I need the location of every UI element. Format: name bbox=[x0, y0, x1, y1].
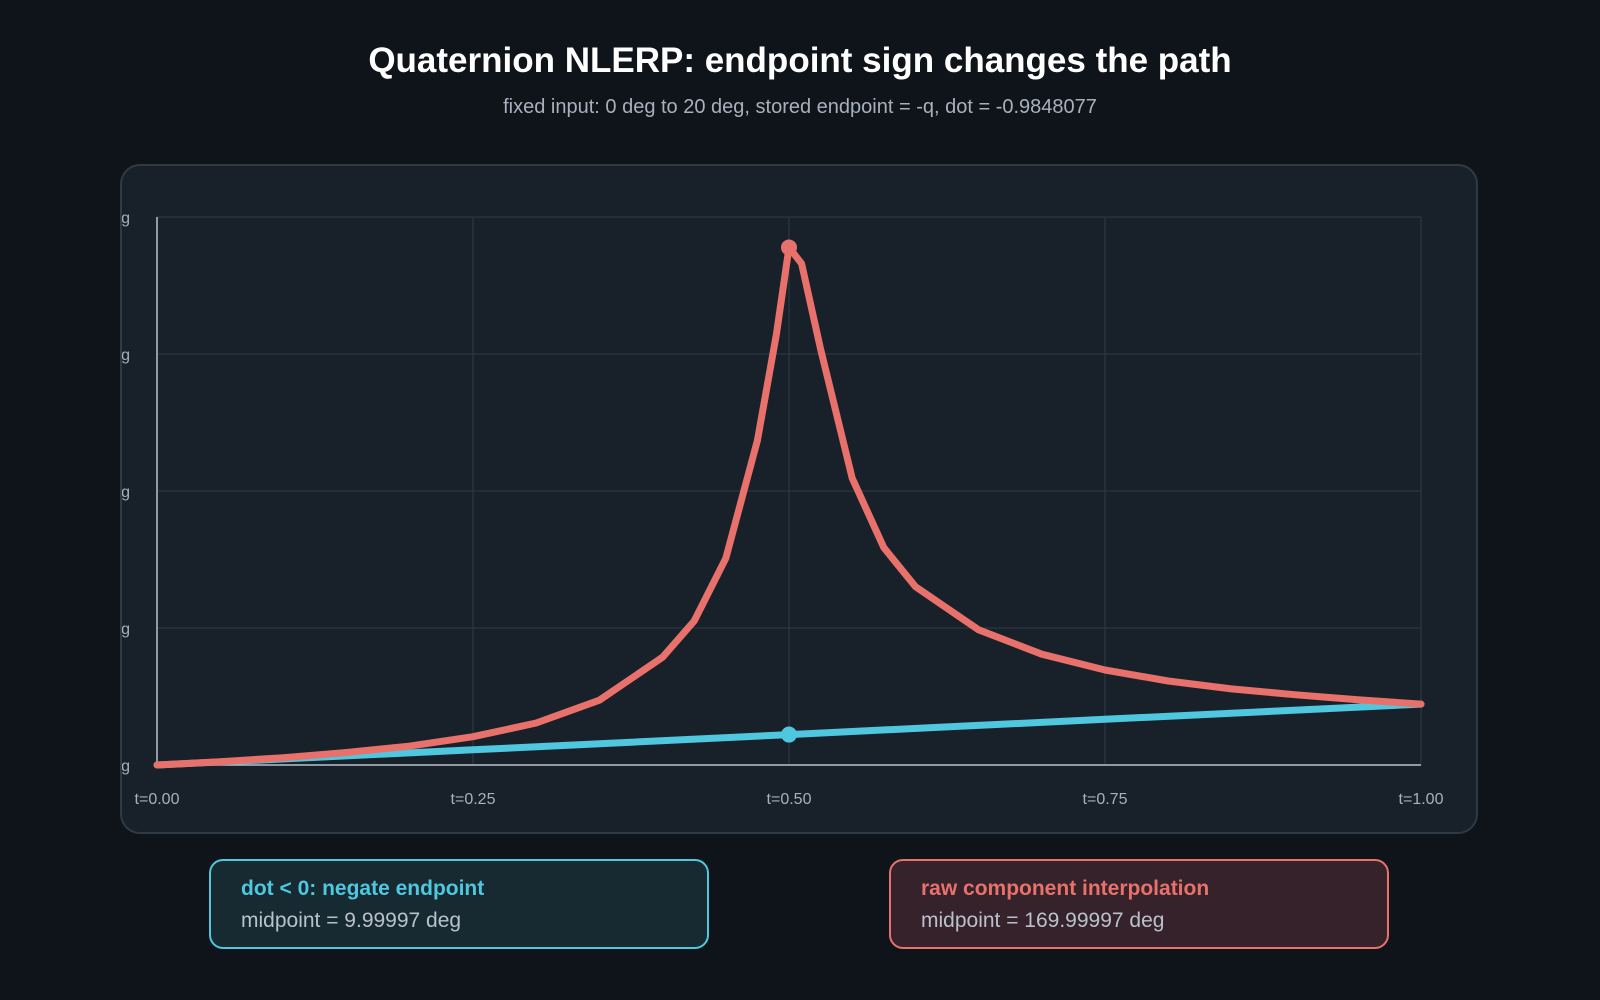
y-tick-label: 45 deg bbox=[122, 621, 130, 638]
line-chart: 0 deg 45 deg 90 deg 135 deg 180 deg t=0.00 t=0… bbox=[122, 210, 1444, 808]
midpoint-marker-corrected bbox=[781, 726, 797, 743]
y-tick-label: 180 deg bbox=[122, 210, 130, 227]
chart-title: Quaternion NLERP: endpoint sign changes … bbox=[368, 41, 1232, 80]
legend-raw-title: raw component interpolation bbox=[921, 877, 1210, 900]
midpoint-marker-raw bbox=[781, 239, 797, 256]
x-tick-label: t=0.50 bbox=[767, 791, 812, 808]
y-tick-label: 135 deg bbox=[122, 347, 130, 364]
x-tick-label: t=0.75 bbox=[1083, 791, 1128, 808]
chart-subtitle: fixed input: 0 deg to 20 deg, stored end… bbox=[503, 96, 1097, 118]
x-tick-label: t=0.00 bbox=[135, 791, 180, 808]
legend-card-raw: raw component interpolation midpoint = 1… bbox=[889, 859, 1389, 949]
legend-corrected-detail: midpoint = 9.99997 deg bbox=[241, 909, 462, 932]
legend-raw-detail: midpoint = 169.99997 deg bbox=[921, 909, 1165, 932]
y-tick-label: 90 deg bbox=[122, 484, 130, 501]
x-tick-label: t=1.00 bbox=[1399, 791, 1444, 808]
chart-panel: 0 deg 45 deg 90 deg 135 deg 180 deg t=0.00 t=0… bbox=[120, 164, 1478, 834]
x-tick-label: t=0.25 bbox=[451, 791, 496, 808]
legend-card-corrected: dot < 0: negate endpoint midpoint = 9.99… bbox=[209, 859, 709, 949]
legend-corrected-title: dot < 0: negate endpoint bbox=[241, 877, 485, 900]
y-tick-label: 0 deg bbox=[122, 758, 130, 775]
